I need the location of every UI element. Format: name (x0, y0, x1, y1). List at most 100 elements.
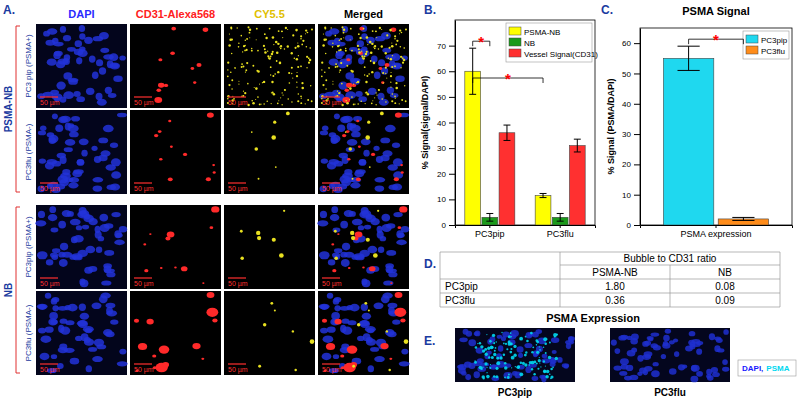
tick-label: PC3pip (475, 229, 505, 239)
probe-signal (294, 47, 296, 49)
tick-label: 0 (442, 221, 447, 230)
probe-signal (291, 52, 293, 54)
probe-signal (364, 74, 365, 75)
psma-signal (543, 370, 546, 373)
nucleus (85, 328, 93, 333)
probe-signal (366, 36, 369, 39)
psma-signal (520, 361, 522, 363)
nucleus (536, 329, 542, 334)
psma-signal (552, 367, 554, 369)
psma-signal (536, 362, 538, 364)
nucleus (76, 96, 85, 102)
column-header: DAPI (68, 8, 94, 20)
probe-signal (335, 66, 337, 68)
panel-label: D. (424, 257, 436, 271)
nucleus (614, 348, 620, 354)
nucleus (524, 343, 532, 348)
nucleus (329, 58, 339, 65)
nucleus (47, 132, 55, 137)
legend-label: NB (524, 39, 535, 48)
psma-signal (540, 366, 541, 367)
group-bracket (16, 207, 20, 373)
nucleus (637, 372, 642, 376)
nucleus (322, 126, 329, 131)
probe-signal (279, 253, 284, 258)
nucleus (93, 185, 103, 191)
psma-signal (539, 346, 540, 347)
nucleus (333, 298, 340, 304)
y-tick: 50 (622, 70, 640, 79)
vessel-signal (156, 88, 161, 92)
nucleus (47, 58, 57, 65)
vessel-signal (181, 266, 188, 271)
psma-signal (504, 366, 507, 369)
probe-signal (310, 339, 315, 344)
error-bar (543, 193, 544, 197)
probe-signal (305, 33, 306, 34)
panel-title: PSMA Expression (546, 312, 640, 324)
probe-signal (296, 58, 298, 60)
nucleus (361, 207, 369, 215)
nucleus (99, 67, 106, 74)
nucleus (627, 350, 636, 356)
probe-signal (328, 67, 329, 68)
probe-signal (336, 51, 337, 52)
nucleus (35, 220, 46, 226)
psma-signal (550, 368, 553, 371)
image-background (318, 291, 409, 375)
probe-signal (340, 62, 342, 64)
nucleus (48, 318, 57, 325)
row-label: PC3pip (PSMA+) (24, 216, 33, 277)
group-bracket (16, 26, 20, 192)
panel-a: A.DAPICD31-Alexa568CY5.5MergedPSMA-NBPC3… (3, 3, 410, 375)
psma-signal (519, 337, 523, 341)
nucleus (117, 113, 127, 118)
probe-signal (297, 43, 298, 44)
probe-signal (234, 67, 235, 68)
probe-signal (306, 56, 308, 58)
y-tick: 30 (622, 130, 640, 139)
image-background (224, 110, 315, 194)
nucleus (106, 310, 117, 316)
psma-signal (488, 356, 490, 358)
probe-signal (238, 84, 239, 85)
chart-title: PSMA Signal (682, 5, 749, 17)
psma-signal (509, 351, 512, 354)
nucleus (94, 156, 101, 163)
tick-label: PSMA expression (680, 229, 751, 239)
scale-bar (228, 363, 246, 364)
nucleus (689, 331, 696, 336)
probe-signal (279, 46, 280, 47)
probe-signal (227, 69, 228, 70)
legend-swatch (746, 46, 758, 54)
probe-signal (245, 39, 246, 40)
column-header: Merged (344, 8, 383, 20)
probe-signal (378, 89, 380, 91)
psma-signal (539, 362, 540, 363)
probe-signal (240, 256, 244, 260)
nucleus (105, 87, 112, 94)
probe-signal (388, 369, 390, 371)
nucleus (350, 125, 361, 133)
nucleus (80, 279, 89, 287)
y-tick: 20 (437, 170, 455, 179)
nucleus (358, 57, 364, 64)
nucleus (366, 267, 375, 274)
probe-signal (345, 50, 347, 52)
psma-signal (479, 342, 482, 345)
vessel-signal (210, 226, 214, 229)
probe-signal (404, 339, 409, 344)
probe-signal (249, 29, 251, 31)
psma-signal (474, 361, 477, 364)
nucleus (359, 320, 369, 326)
psma-signal (491, 346, 494, 349)
nucleus (77, 320, 87, 326)
probe-signal (402, 62, 404, 64)
probe-signal (271, 92, 272, 93)
nucleus (52, 248, 60, 253)
nucleus (80, 313, 89, 320)
y-tick: 0 (442, 221, 455, 230)
nucleus (385, 263, 394, 269)
nucleus (323, 335, 334, 342)
psma-signal (495, 375, 498, 378)
